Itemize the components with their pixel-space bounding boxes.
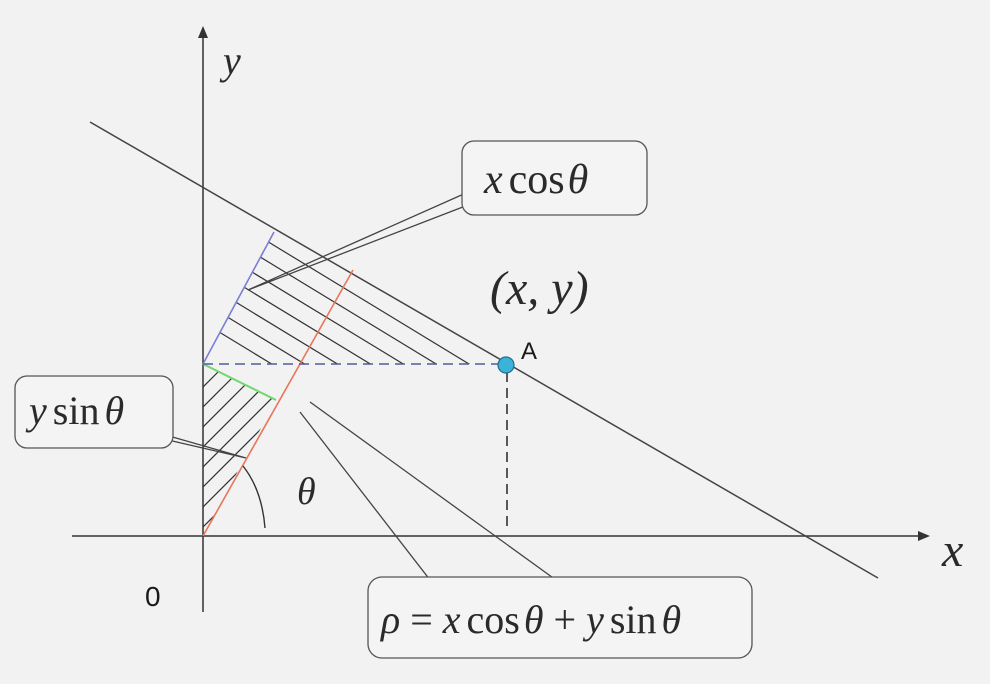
lower-hatch-region xyxy=(203,364,276,536)
x-axis-label: x xyxy=(941,524,963,577)
xcos-leader xyxy=(247,192,469,291)
point-coordinate-label: (x, y) xyxy=(490,262,589,315)
formula-theta2: θ xyxy=(662,597,682,642)
ysin-var: y xyxy=(25,388,47,433)
formula-callout-text: ρ = x cos θ + y sin θ xyxy=(379,597,681,642)
xcos-angle: θ xyxy=(568,157,589,203)
ysin-angle: θ xyxy=(104,388,124,433)
formula-leader-right xyxy=(309,401,573,593)
xcos-segment xyxy=(202,231,275,365)
formula-leader-left xyxy=(299,411,431,593)
point-a-marker xyxy=(497,356,515,374)
xcos-fn: cos xyxy=(509,157,565,203)
xcos-callout-text: x cosθ xyxy=(483,157,588,203)
ysin-callout-text: y sin θ xyxy=(25,388,124,433)
angle-label: θ xyxy=(297,471,316,513)
formula-sin: sin xyxy=(610,597,657,642)
formula-theta1: θ xyxy=(524,597,544,642)
angle-arc xyxy=(242,465,266,529)
formula-callout-box xyxy=(367,576,753,659)
normal-line xyxy=(202,269,354,537)
ysin-callout-box xyxy=(14,375,174,449)
y-axis xyxy=(198,26,208,612)
main-line xyxy=(89,121,879,579)
formula-eq: = xyxy=(410,597,433,642)
formula-rho: ρ xyxy=(379,597,400,642)
formula-y: y xyxy=(582,597,604,642)
ysin-leader xyxy=(161,433,247,459)
x-axis-arrow-icon xyxy=(918,531,930,541)
point-a-label: A xyxy=(521,338,537,365)
ysin-segment xyxy=(202,363,277,401)
xcos-callout-box xyxy=(461,140,648,216)
y-axis-label: y xyxy=(219,38,241,83)
callout-leaders xyxy=(161,192,573,593)
formula-x: x xyxy=(442,597,461,642)
origin-label: 0 xyxy=(145,581,161,612)
ysin-fn: sin xyxy=(53,388,100,433)
formula-plus: + xyxy=(554,597,577,642)
y-axis-arrow-icon xyxy=(198,26,208,38)
xcos-var: x xyxy=(483,157,503,203)
formula-cos: cos xyxy=(467,597,520,642)
x-axis xyxy=(72,531,930,541)
